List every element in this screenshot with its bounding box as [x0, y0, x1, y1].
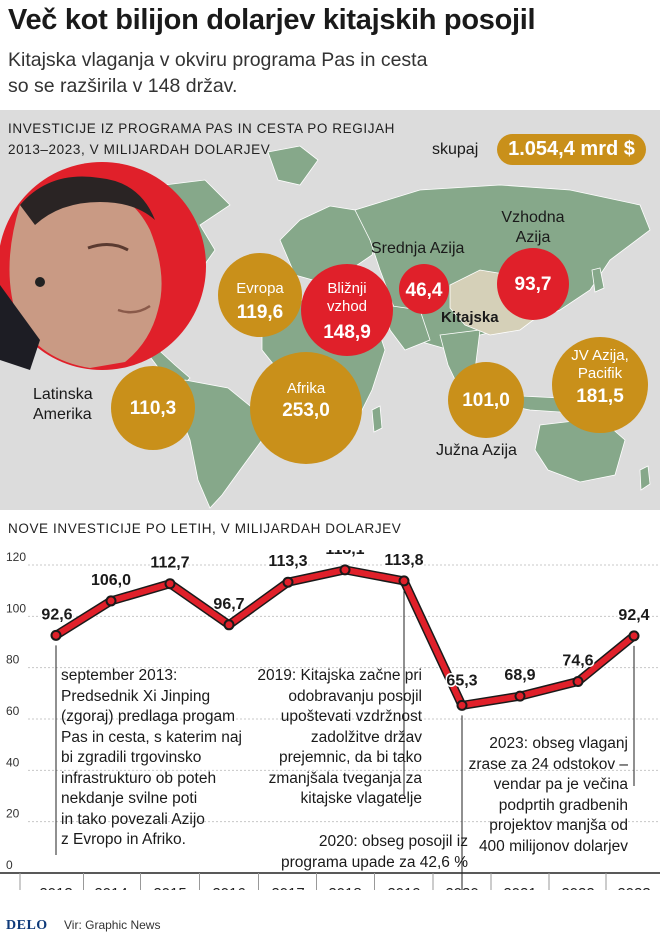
source-note: Vir: Graphic News — [64, 918, 161, 932]
world-map — [0, 145, 651, 509]
region-value-central-asia: 46,4 — [405, 280, 443, 301]
data-label-2021: 68,9 — [504, 667, 535, 684]
data-point-fill-2019 — [400, 577, 408, 585]
region-value-africa: 253,0 — [282, 400, 330, 421]
x-tick-label-2018: 2018 — [328, 885, 361, 890]
y-tick-label: 100 — [6, 601, 26, 615]
y-tick-label: 120 — [6, 550, 26, 564]
bubble-south-asia — [448, 362, 524, 438]
data-label-2018: 118,1 — [325, 550, 364, 558]
x-tick-label-2014: 2014 — [94, 885, 127, 890]
x-tick-label-2015: 2015 — [153, 885, 186, 890]
region-label-middle-east: Bližnji vzhod — [326, 280, 368, 315]
chart-heading: NOVE INVESTICIJE PO LETIH, V MILIJARDAH … — [8, 521, 402, 536]
data-point-fill-2020 — [458, 701, 466, 709]
region-value-middle-east: 148,9 — [323, 322, 371, 343]
data-label-2015: 112,7 — [150, 555, 189, 572]
x-tick-label-2019: 2019 — [387, 885, 420, 890]
region-label-central-asia: Srednja Azija — [371, 240, 465, 257]
bubble-europe — [218, 253, 302, 337]
bubble-africa — [250, 352, 362, 464]
y-tick-label: 0 — [6, 858, 13, 872]
region-label-southeast-asia: JV Azija, Pacifik — [571, 347, 629, 382]
data-label-2023: 92,4 — [618, 607, 649, 624]
region-value-southeast-asia: 181,5 — [576, 386, 624, 407]
data-point-fill-2014 — [107, 597, 115, 605]
x-tick-label-2016: 2016 — [212, 885, 245, 890]
region-bubbles — [111, 248, 648, 464]
total-label: skupaj — [432, 141, 479, 158]
x-tick-label-2022: 2022 — [561, 885, 594, 890]
region-value-east-asia: 93,7 — [514, 274, 552, 295]
y-tick-label: 40 — [6, 755, 20, 769]
xi-jinping-photo — [0, 162, 206, 370]
data-point-fill-2013 — [52, 631, 60, 639]
data-label-2014: 106,0 — [91, 572, 131, 589]
data-point-fill-2018 — [341, 566, 349, 574]
bubble-latin-america — [111, 366, 195, 450]
data-point-fill-2022 — [574, 678, 582, 686]
data-label-2013: 92,6 — [41, 606, 72, 623]
madagascar-land — [371, 405, 383, 433]
data-point-fill-2023 — [630, 632, 638, 640]
region-value-latin-america: 110,3 — [129, 398, 177, 419]
region-value-europe: 119,6 — [236, 302, 284, 323]
region-value-south-asia: 101,0 — [462, 390, 510, 411]
annotation-2023: 2023: obseg vlaganj zrase za 24 odstokov… — [468, 735, 628, 855]
japan-land — [591, 267, 605, 293]
data-point-fill-2015 — [166, 580, 174, 588]
subtitle-line-2: so se razširila v 148 držav. — [8, 75, 238, 97]
y-tick-label: 60 — [6, 704, 20, 718]
map-heading-line-1: INVESTICIJE IZ PROGRAMA PAS IN CESTA PO … — [8, 121, 396, 136]
data-label-2020: 65,3 — [446, 672, 477, 689]
bubble-middle-east — [301, 264, 393, 356]
annotation-2020: 2020: obseg posojil iz programa upade za… — [281, 833, 468, 871]
data-label-2019: 113,8 — [384, 552, 423, 569]
total-value-badge: 1.054,4 mrd $ — [497, 134, 646, 165]
region-label-europe: Evropa — [236, 280, 284, 297]
map-heading-line-2: 2013–2023, V MILIJARDAH DOLARJEV — [8, 142, 271, 157]
region-label-south-asia: Južna Azija — [436, 442, 517, 459]
y-tick-label: 20 — [6, 807, 20, 821]
region-label-africa: Afrika — [286, 380, 326, 397]
region-label-east-asia: Vzhodna Azija — [501, 209, 565, 246]
annotation-2019: 2019: Kitajska začne pri odobravanju pos… — [257, 667, 422, 807]
bubble-east-asia — [497, 248, 569, 320]
page-title: Več kot bilijon dolarjev kitajskih posoj… — [8, 4, 536, 36]
bubble-southeast-asia — [552, 337, 648, 433]
line-chart: 0 20 40 60 80 100 120 2013 2014 2015 2016 2017 2018 2… — [0, 550, 660, 890]
data-point-fill-2017 — [284, 578, 292, 586]
china-label: Kitajska — [441, 309, 499, 326]
x-tick-label-2021: 2021 — [503, 885, 536, 890]
y-tick-label: 80 — [6, 653, 20, 667]
x-tick-label-2017: 2017 — [271, 885, 304, 890]
data-label-2022: 74,6 — [562, 653, 593, 670]
data-label-2017: 113,3 — [268, 553, 307, 570]
x-tick-label-2013: 2013 — [39, 885, 72, 890]
region-label-latin-america: Latinska Amerika — [33, 386, 93, 423]
subtitle-line-1: Kitajska vlaganja v okviru programa Pas … — [8, 49, 428, 71]
x-tick-label-2023: 2023 — [617, 885, 650, 890]
delo-logo: DELO — [6, 918, 48, 933]
data-label-2016: 96,7 — [213, 596, 244, 613]
bubble-central-asia — [399, 264, 449, 314]
data-point-fill-2021 — [516, 692, 524, 700]
data-point-fill-2016 — [225, 621, 233, 629]
new-zealand-land — [639, 465, 651, 491]
annotation-2013: september 2013: Predsednik Xi Jinping (z… — [61, 667, 242, 848]
greenland-land — [267, 145, 319, 186]
